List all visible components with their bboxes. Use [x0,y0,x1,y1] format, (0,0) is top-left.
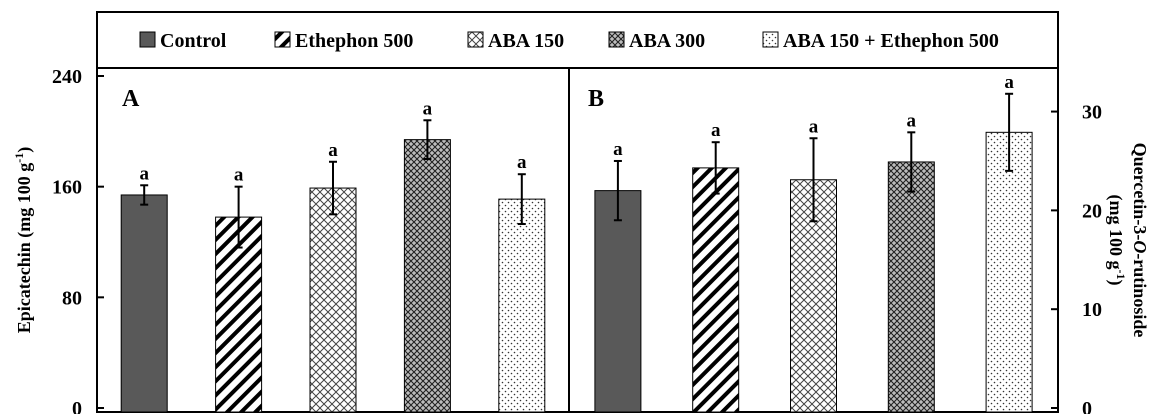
bar [498,198,546,413]
plot-layer: 0 80 160 240 a a a a a 0 10 20 30 a a a a a [52,66,1102,414]
y-tick-label: 80 [62,287,82,309]
significance-label: a [328,140,338,161]
legend-label: ABA 150 [488,30,564,52]
bar [985,131,1033,413]
significance-label: a [423,98,433,119]
legend-swatch [608,31,625,48]
legend-box [96,11,1059,69]
legend-swatch [274,31,291,48]
y-axis-right-title-line2: (mg 100 g-1) [1105,195,1128,286]
significance-label: a [234,165,244,186]
legend-label: ABA 300 [629,30,705,52]
y-tick-label: 160 [52,177,82,199]
legend-label: ABA 150 + Ethephon 500 [783,30,999,52]
significance-label: a [1004,72,1014,93]
significance-label: a [907,110,917,131]
y-axis-right-title-line1-end: -rutinoside [1130,253,1150,337]
y-axis-left-title-sup: -1 [12,153,26,163]
significance-label: a [711,120,721,141]
significance-label: a [809,116,819,137]
y-axis-right-title-line1: Quercetin-3-O-rutinoside [1130,143,1150,338]
legend-swatch [467,31,484,48]
significance-label: a [613,139,623,160]
y-axis-right-title-line2-text: (mg 100 g [1105,195,1126,270]
legend-label: Ethephon 500 [295,30,413,52]
y-axis-left-title-text: Epicatechin (mg 100 g [14,163,35,334]
y-axis-left-title: Epicatechin (mg 100 g-1) [12,147,35,334]
bar [692,167,740,413]
bar [309,187,357,413]
panel-a-label: A [122,86,140,112]
legend-swatch [139,31,156,48]
y-axis-right-title: Quercetin-3-O-rutinoside (mg 100 g-1) [1105,143,1150,338]
significance-label: a [517,152,527,173]
y-tick-label: 30 [1082,102,1102,124]
bar [887,161,935,413]
legend: Control Ethephon 500 ABA 150 ABA 300 ABA 150… [139,30,999,52]
legend-label: Control [160,30,227,52]
y-tick-label: 10 [1082,299,1102,321]
y-axis-right-title-line2-sup: -1 [1114,270,1128,280]
y-axis-right-title-line2-end: ) [1105,280,1126,286]
bar [120,194,168,413]
bar [215,216,263,413]
y-axis-right-title-line1-text: Quercetin-3- [1130,143,1150,241]
y-tick-label: 0 [1082,398,1092,414]
y-tick-label: 0 [72,398,82,414]
y-axis-left-title-end: ) [14,147,35,153]
significance-label: a [139,163,149,184]
panel-b-label: B [588,86,604,112]
legend-swatch [762,31,779,48]
y-axis-right-title-italic: O [1130,240,1150,253]
bar [594,190,642,413]
bar [403,139,451,413]
y-tick-label: 20 [1082,200,1102,222]
y-tick-label: 240 [52,66,82,88]
